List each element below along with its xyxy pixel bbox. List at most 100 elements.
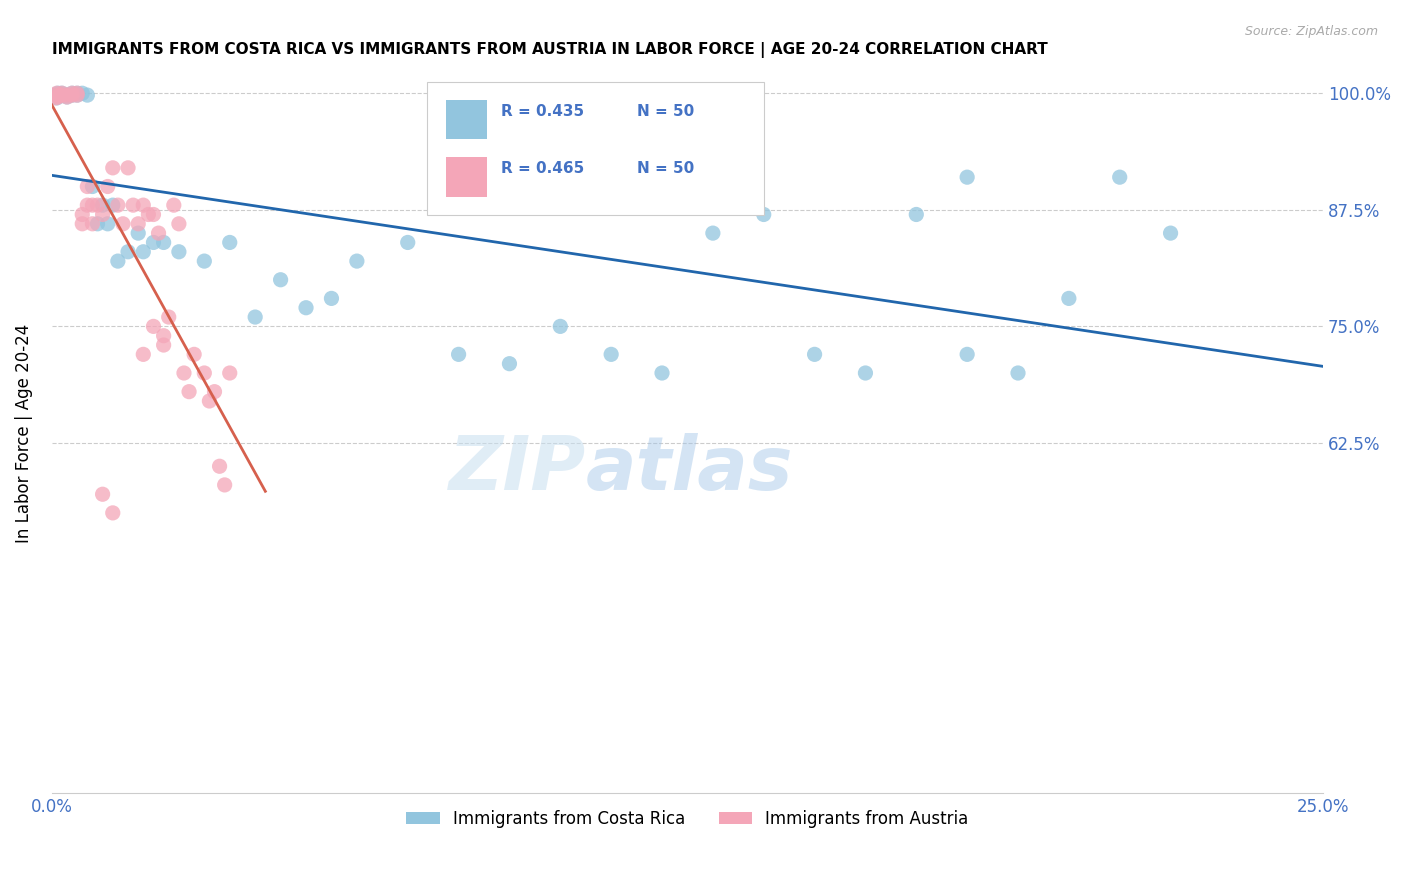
Point (142, 207, 165, 221)
Point (46, 87, 69, 101)
Point (1160, 226, 1182, 240)
Point (148, 226, 170, 240)
Point (905, 207, 928, 221)
Point (1108, 170, 1130, 185)
Point (101, 161, 124, 175)
Point (82, 217, 104, 231)
Point (346, 254, 368, 268)
Point (46, 90, 69, 104)
Point (142, 235, 165, 250)
Point (270, 273, 292, 287)
Point (167, 217, 190, 231)
Legend: Immigrants from Costa Rica, Immigrants from Austria: Immigrants from Costa Rica, Immigrants f… (399, 804, 976, 835)
Point (132, 244, 155, 259)
Point (45, 91, 67, 105)
Point (208, 459, 231, 474)
Point (51, 88, 73, 103)
Point (48, 88, 70, 103)
Point (956, 170, 979, 185)
Point (86, 198, 108, 212)
Text: ZIP: ZIP (449, 433, 586, 506)
Point (72, 87, 94, 101)
Point (76, 179, 98, 194)
FancyBboxPatch shape (427, 82, 763, 215)
Point (122, 198, 145, 212)
Point (218, 235, 240, 250)
Text: R = 0.465: R = 0.465 (501, 161, 583, 176)
Point (321, 292, 343, 306)
Point (101, 506, 124, 520)
Point (107, 198, 129, 212)
Text: N = 50: N = 50 (637, 103, 693, 119)
Point (56, 90, 79, 104)
Point (82, 198, 104, 212)
Point (66, 88, 89, 103)
Point (107, 254, 129, 268)
Point (295, 301, 318, 315)
Point (72, 207, 94, 221)
Point (214, 478, 236, 492)
Point (51, 88, 73, 103)
Point (101, 198, 124, 212)
Point (51, 87, 73, 101)
Point (45, 87, 67, 101)
Point (127, 226, 149, 240)
Point (91, 207, 114, 221)
Point (956, 347, 979, 361)
Point (111, 217, 134, 231)
Point (1007, 366, 1029, 380)
Point (498, 357, 520, 371)
Point (152, 338, 174, 352)
Point (173, 366, 195, 380)
Point (97, 217, 120, 231)
Point (218, 366, 240, 380)
Point (117, 161, 139, 175)
Point (138, 207, 160, 221)
Point (396, 235, 419, 250)
FancyBboxPatch shape (446, 100, 486, 139)
Point (60, 87, 83, 101)
Point (91, 487, 114, 501)
Point (167, 244, 190, 259)
Point (152, 235, 174, 250)
Point (752, 207, 775, 221)
Point (177, 384, 200, 399)
Point (72, 217, 94, 231)
Point (60, 87, 83, 101)
Point (183, 347, 205, 361)
Point (204, 384, 226, 399)
Text: N = 50: N = 50 (637, 161, 693, 176)
Point (91, 198, 114, 212)
Point (600, 347, 623, 361)
Point (76, 198, 98, 212)
Point (550, 319, 572, 334)
Point (651, 366, 673, 380)
Point (855, 366, 877, 380)
Point (193, 254, 215, 268)
Point (66, 88, 89, 103)
Point (56, 88, 79, 103)
Point (60, 88, 83, 103)
Point (56, 88, 79, 103)
Point (142, 319, 165, 334)
Point (45, 91, 67, 105)
Point (193, 366, 215, 380)
Text: atlas: atlas (586, 433, 793, 506)
Point (117, 244, 139, 259)
Point (82, 179, 104, 194)
Text: IMMIGRANTS FROM COSTA RICA VS IMMIGRANTS FROM AUSTRIA IN LABOR FORCE | AGE 20-24: IMMIGRANTS FROM COSTA RICA VS IMMIGRANTS… (52, 42, 1047, 58)
Point (86, 217, 108, 231)
Point (702, 226, 724, 240)
Point (132, 198, 155, 212)
Point (60, 88, 83, 103)
Text: R = 0.435: R = 0.435 (501, 103, 583, 119)
Point (76, 88, 98, 103)
FancyBboxPatch shape (446, 157, 486, 196)
Point (48, 88, 70, 103)
Point (157, 310, 180, 324)
Point (243, 310, 266, 324)
Point (97, 179, 120, 194)
Point (66, 87, 89, 101)
Point (66, 87, 89, 101)
Point (803, 347, 825, 361)
